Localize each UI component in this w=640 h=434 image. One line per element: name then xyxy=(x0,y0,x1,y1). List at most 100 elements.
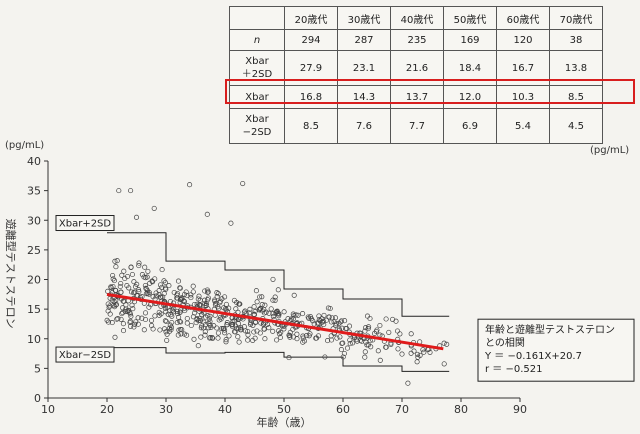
data-point xyxy=(209,335,215,341)
data-point xyxy=(293,312,299,318)
data-point xyxy=(109,297,115,303)
data-point xyxy=(130,306,136,312)
data-point xyxy=(223,307,229,313)
data-point xyxy=(236,339,242,345)
table-cell: 169 xyxy=(443,29,497,51)
data-point xyxy=(224,322,230,328)
data-point xyxy=(105,301,111,307)
data-point xyxy=(131,279,137,285)
data-point xyxy=(386,329,392,335)
data-point xyxy=(168,327,174,333)
band-lower-label: Xbar−2SD xyxy=(55,346,115,363)
data-point xyxy=(178,319,184,325)
x-tick-label: 40 xyxy=(218,403,232,416)
data-point xyxy=(135,315,141,321)
data-point xyxy=(178,331,184,337)
data-point xyxy=(266,310,272,316)
data-point xyxy=(395,346,401,352)
data-point xyxy=(120,305,126,311)
data-point xyxy=(300,339,306,345)
y-tick-label: 15 xyxy=(27,303,41,316)
data-point xyxy=(205,313,211,319)
data-point xyxy=(276,331,282,337)
data-point xyxy=(202,332,208,338)
data-point xyxy=(397,331,403,337)
data-point xyxy=(270,314,276,320)
data-point xyxy=(287,329,293,335)
data-point xyxy=(188,322,194,329)
y-axis-title: 遊離型テストステロン xyxy=(4,219,18,329)
data-point xyxy=(339,340,345,346)
data-point xyxy=(291,292,297,298)
data-point xyxy=(350,340,356,346)
chart-axes: 10 20 30 40 50 60 70 80 90 0 5 10 15 20 25 30 35 40 (pg/mL… xyxy=(4,140,527,429)
data-point xyxy=(252,309,258,315)
data-point xyxy=(133,319,139,325)
data-point xyxy=(229,323,235,330)
data-point xyxy=(177,285,183,291)
table-header-row: 20歳代 30歳代 40歳代 50歳代 60歳代 70歳代 xyxy=(229,6,603,30)
data-point xyxy=(259,302,265,308)
data-point xyxy=(199,312,205,318)
data-point xyxy=(286,355,292,361)
data-point xyxy=(354,338,360,344)
data-point xyxy=(145,268,151,274)
data-point xyxy=(362,354,368,360)
data-point xyxy=(107,311,113,317)
table-cell: 8.5 xyxy=(549,85,603,109)
data-point xyxy=(118,289,124,295)
data-point xyxy=(187,182,193,188)
y-tick-label: 20 xyxy=(27,274,41,287)
reference-table: 20歳代 30歳代 40歳代 50歳代 60歳代 70歳代 n 294 287 … xyxy=(229,6,603,144)
data-point xyxy=(212,298,218,304)
data-point xyxy=(240,180,246,187)
data-point xyxy=(420,347,426,353)
data-point xyxy=(362,328,368,334)
data-point xyxy=(224,320,230,326)
x-tick-label: 50 xyxy=(277,403,291,416)
data-point xyxy=(342,318,348,324)
table-cell: 10.3 xyxy=(496,85,550,109)
data-point xyxy=(250,337,256,343)
data-point xyxy=(120,298,126,304)
data-point xyxy=(110,276,116,282)
y-tick-label: 25 xyxy=(27,244,41,257)
table-row-mean: Xbar 16.8 14.3 13.7 12.0 10.3 8.5 xyxy=(229,85,603,109)
table-row-n: n 294 287 235 169 120 38 xyxy=(229,29,603,51)
annotation-line: 年齢と遊離型テストステロン xyxy=(485,323,615,336)
data-point xyxy=(128,264,134,270)
data-point xyxy=(272,297,278,303)
data-point xyxy=(134,281,140,287)
row-label-mean: Xbar xyxy=(229,85,285,109)
data-point xyxy=(295,312,301,318)
data-point xyxy=(411,348,417,354)
data-point xyxy=(321,321,327,328)
data-point xyxy=(108,285,114,291)
data-point xyxy=(158,311,164,317)
data-point xyxy=(175,332,181,338)
x-axis-title: 年齢（歳） xyxy=(257,415,312,429)
data-point xyxy=(120,328,127,334)
data-point xyxy=(325,338,331,344)
data-point xyxy=(214,290,220,296)
data-point xyxy=(257,294,263,300)
annotation-line: r ＝ −0.521 xyxy=(485,364,542,375)
data-point xyxy=(169,319,175,326)
data-point xyxy=(363,325,369,331)
data-point xyxy=(152,313,158,319)
table-cell: 13.7 xyxy=(390,85,444,109)
data-point xyxy=(192,310,198,316)
data-point xyxy=(119,272,125,278)
data-point xyxy=(190,289,196,295)
data-point xyxy=(327,305,333,312)
data-point xyxy=(281,326,287,332)
data-point xyxy=(223,339,229,345)
data-point xyxy=(196,302,202,308)
data-point xyxy=(113,264,119,270)
data-point xyxy=(374,327,380,333)
data-point xyxy=(163,329,169,335)
data-point xyxy=(156,288,162,294)
data-point xyxy=(287,333,293,339)
data-point xyxy=(194,317,200,323)
data-point xyxy=(188,295,194,301)
